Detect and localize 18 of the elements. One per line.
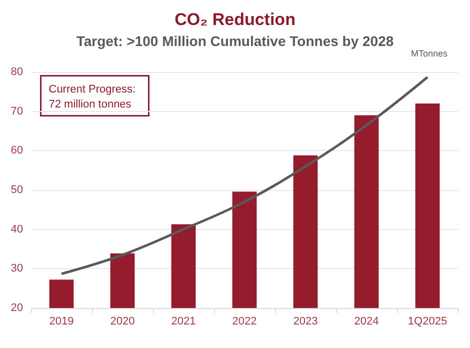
y-axis-title: MTonnes <box>411 48 448 58</box>
y-tick-label: 80 <box>10 66 23 78</box>
y-tick-label: 20 <box>10 302 23 314</box>
x-tick-label: 2020 <box>110 316 135 328</box>
chart-title: CO₂ Reduction <box>174 10 296 29</box>
y-tick-label: 60 <box>10 144 23 157</box>
x-tick-label: 2024 <box>354 316 379 328</box>
y-tick-label: 40 <box>10 223 23 236</box>
annotation: Current Progress: 72 million tonnes <box>48 83 136 110</box>
x-tick-label: 2022 <box>232 316 257 328</box>
x-tick-label: 2021 <box>171 316 196 328</box>
x-tick-label: 1Q2025 <box>408 316 448 328</box>
x-tick-label: 2023 <box>293 316 318 328</box>
y-tick-label: 50 <box>10 184 23 196</box>
y-tick-label: 70 <box>10 105 23 118</box>
x-tick-label: 2019 <box>49 316 74 328</box>
chart-subtitle: Target: >100 Million Cumulative Tonnes by 2028 <box>76 33 394 49</box>
y-tick-label: 30 <box>10 262 23 275</box>
